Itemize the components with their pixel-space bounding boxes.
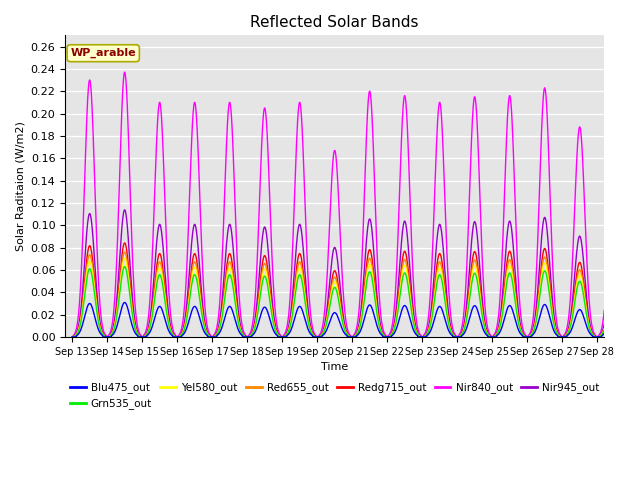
Legend: Blu475_out, Grn535_out, Yel580_out, Red655_out, Redg715_out, Nir840_out, Nir945_: Blu475_out, Grn535_out, Yel580_out, Red6…: [66, 378, 604, 414]
Text: WP_arable: WP_arable: [70, 48, 136, 59]
Y-axis label: Solar Raditaion (W/m2): Solar Raditaion (W/m2): [15, 121, 25, 251]
Title: Reflected Solar Bands: Reflected Solar Bands: [250, 15, 419, 30]
X-axis label: Time: Time: [321, 362, 348, 372]
